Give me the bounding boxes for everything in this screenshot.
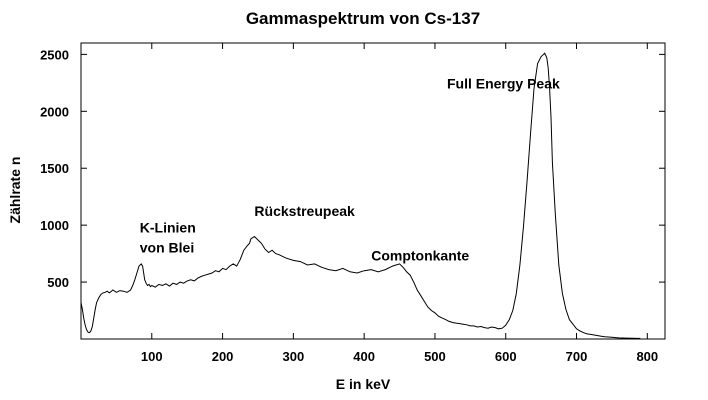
annotation-label: von Blei <box>140 240 194 256</box>
x-axis: 100 200 300 400 500 600 700 800 <box>141 43 658 364</box>
annotation-label: K-Linien <box>140 220 196 236</box>
x-axis-label: E in keV <box>336 376 391 392</box>
x-tick-label: 600 <box>495 349 517 364</box>
y-axis: 500 1000 1500 2000 2500 <box>40 47 665 290</box>
y-tick-label: 2000 <box>40 104 69 119</box>
annotation-label: Rückstreupeak <box>254 203 355 219</box>
y-tick-label: 1000 <box>40 218 69 233</box>
x-tick-label: 500 <box>424 349 446 364</box>
plot-area-frame <box>80 42 666 340</box>
x-tick-label: 200 <box>212 349 234 364</box>
y-tick-label: 2500 <box>40 47 69 62</box>
annotation-label: Comptonkante <box>371 247 469 263</box>
x-tick-label: 800 <box>636 349 658 364</box>
y-tick-label: 1500 <box>40 161 69 176</box>
x-tick-label: 400 <box>353 349 375 364</box>
spectrum-line <box>80 52 641 339</box>
y-axis-label: Zählrate n <box>7 157 23 224</box>
x-tick-label: 700 <box>566 349 588 364</box>
annotations: Full Energy Peak K-Linien von Blei Rückstre… <box>140 76 560 264</box>
x-tick-label: 300 <box>283 349 305 364</box>
annotation-label: Full Energy Peak <box>447 76 560 92</box>
x-tick-label: 100 <box>141 349 163 364</box>
y-tick-label: 500 <box>47 275 69 290</box>
chart-title: Gammaspektrum von Cs-137 <box>246 9 480 28</box>
